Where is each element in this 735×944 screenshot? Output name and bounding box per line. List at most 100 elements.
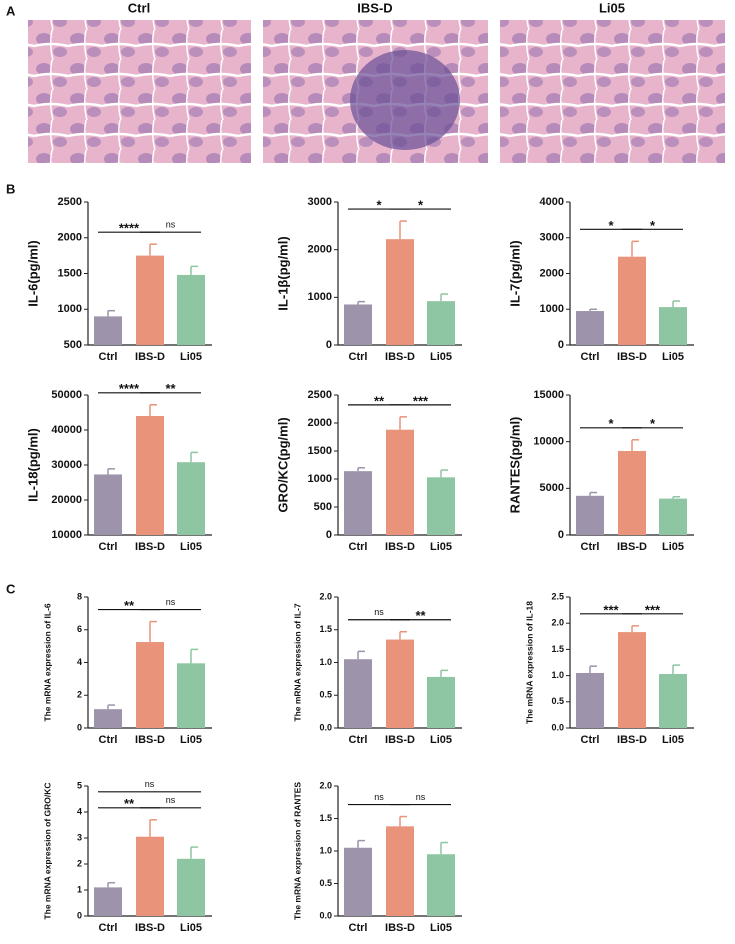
bar [94, 887, 122, 916]
y-axis-label: The mRNA expression of GRO/KC [42, 782, 52, 919]
y-tick-label: 6 [77, 624, 82, 634]
bar [94, 474, 122, 535]
y-tick-label: 2.0 [319, 780, 332, 790]
y-tick-label: 0 [558, 339, 564, 351]
bar [659, 674, 687, 728]
y-tick-label: 0.5 [319, 690, 332, 700]
y-tick-label: 1.5 [319, 813, 332, 823]
y-tick-label: 2500 [58, 196, 82, 208]
y-tick-label: 30000 [51, 459, 82, 471]
y-tick-label: 0 [77, 722, 82, 732]
x-tick-label: Ctrl [349, 922, 368, 934]
x-tick-label: IBS-D [135, 541, 165, 553]
y-axis-label: GRO/KC(pg/ml) [275, 417, 290, 512]
y-tick-label: 0 [326, 529, 332, 541]
x-tick-label: Ctrl [349, 541, 368, 553]
x-tick-label: Ctrl [581, 541, 600, 553]
x-tick-label: Li05 [430, 541, 452, 553]
bar [659, 307, 687, 345]
bar [177, 462, 205, 535]
y-tick-label: 20000 [51, 494, 82, 506]
x-tick-label: Ctrl [99, 351, 118, 363]
x-tick-label: Li05 [662, 351, 684, 363]
significance-label: ** [124, 598, 135, 613]
y-tick-label: 2 [77, 690, 82, 700]
y-tick-label: 2000 [308, 244, 332, 256]
bar [344, 471, 372, 535]
x-tick-label: Li05 [430, 734, 452, 746]
panel-label: A [6, 3, 16, 18]
histology-image [28, 20, 251, 163]
significance-label: ns [374, 607, 384, 617]
bar [177, 274, 205, 345]
y-tick-label: 4000 [540, 196, 564, 208]
y-tick-label: 5 [77, 780, 82, 790]
significance-label: ns [166, 795, 176, 805]
y-tick-label: 3 [77, 832, 82, 842]
bar [136, 255, 164, 345]
bar [427, 854, 455, 916]
bar [386, 826, 414, 916]
bar [386, 239, 414, 345]
y-tick-label: 3000 [540, 232, 564, 244]
significance-label: ns [145, 779, 155, 789]
y-tick-label: 2000 [308, 417, 332, 429]
y-tick-label: 0.0 [319, 910, 332, 920]
bar [427, 676, 455, 728]
bar [427, 477, 455, 535]
significance-label: ** [374, 393, 385, 408]
significance-label: *** [413, 393, 429, 408]
y-tick-label: 1 [77, 884, 82, 894]
bar [177, 663, 205, 728]
bar [576, 495, 604, 535]
y-tick-label: 2500 [308, 389, 332, 401]
x-tick-label: IBS-D [135, 351, 165, 363]
x-tick-label: IBS-D [385, 351, 415, 363]
significance-label: ns [166, 597, 176, 607]
y-tick-label: 0 [326, 339, 332, 351]
x-tick-label: Ctrl [349, 351, 368, 363]
panel-label: B [6, 181, 15, 196]
x-tick-label: Li05 [180, 351, 202, 363]
y-tick-label: 3000 [308, 196, 332, 208]
y-tick-label: 1.0 [319, 845, 332, 855]
y-tick-label: 1.5 [551, 644, 564, 654]
x-tick-label: IBS-D [617, 541, 647, 553]
y-tick-label: 0 [558, 529, 564, 541]
significance-label: ns [166, 220, 176, 230]
x-tick-label: Ctrl [349, 734, 368, 746]
bar [344, 659, 372, 728]
significance-label: ** [124, 796, 135, 811]
y-tick-label: 0.0 [319, 722, 332, 732]
x-tick-label: IBS-D [385, 541, 415, 553]
x-tick-label: Li05 [180, 734, 202, 746]
y-tick-label: 2.0 [319, 591, 332, 601]
significance-label: ns [374, 792, 384, 802]
y-axis-label: IL-7(pg/ml) [507, 240, 522, 306]
y-tick-label: 500 [64, 339, 82, 351]
significance-label: **** [119, 221, 140, 236]
bar [618, 256, 646, 345]
bar [386, 639, 414, 728]
significance-label: * [418, 198, 424, 213]
y-axis-label: The mRNA expression of RANTES [292, 782, 302, 920]
significance-label: * [650, 218, 656, 233]
y-axis-label: The mRNA expression of IL-6 [42, 603, 52, 722]
x-tick-label: IBS-D [135, 922, 165, 934]
y-tick-label: 0.5 [319, 878, 332, 888]
y-tick-label: 2.5 [551, 591, 564, 601]
significance-label: *** [645, 602, 661, 617]
x-tick-label: Ctrl [581, 351, 600, 363]
bar [136, 642, 164, 728]
significance-label: * [608, 416, 614, 431]
y-axis-label: The mRNA expression of IL-7 [292, 603, 302, 722]
x-tick-label: Li05 [662, 734, 684, 746]
x-tick-label: Li05 [430, 922, 452, 934]
y-tick-label: 0.5 [551, 696, 564, 706]
significance-label: * [376, 198, 382, 213]
histology-image [500, 20, 725, 163]
y-tick-label: 0 [77, 910, 82, 920]
y-axis-label: RANTES(pg/ml) [507, 417, 522, 514]
